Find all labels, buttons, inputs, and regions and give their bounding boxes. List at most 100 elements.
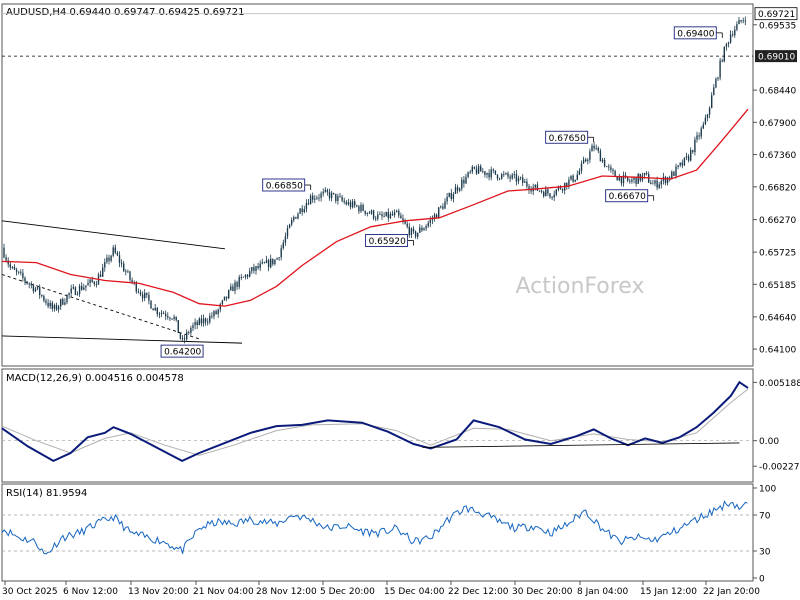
candle [49,300,51,309]
candle [580,160,583,174]
candle [452,191,455,203]
candle [43,294,45,303]
candle [129,270,131,283]
trendline [1,220,225,250]
price-annotation: 0.64200 [160,344,204,358]
candle [456,184,459,194]
candle [375,215,377,222]
candle [213,309,215,320]
rsi-tick-label: 100 [759,485,776,495]
candle [362,203,364,212]
macd-line [1,380,749,463]
candle [645,171,648,176]
candle [85,285,87,292]
candle [53,303,56,312]
candle [347,198,350,206]
candle [524,178,526,183]
price-tick-label: 0.64100 [759,346,796,356]
candle [612,168,614,175]
candle [467,171,469,179]
candle [629,178,631,184]
candle [24,276,26,285]
candle [396,209,398,213]
candle [280,244,282,261]
candle [169,316,171,322]
candle [158,311,161,319]
candle [93,280,95,287]
candle [656,176,658,191]
candle [515,169,518,186]
candle [744,16,746,26]
candle [263,261,266,264]
rsi-panel: RSI(14) 81.9594 100 70 30 0 [1,483,776,585]
current-price-label: 0.69721 [758,10,795,20]
price-annotation-label: 0.65920 [369,237,406,247]
candle [249,267,251,278]
candle [431,215,434,225]
candle [99,270,102,278]
price-annotations: 0.64200 0.66850 0.65920 0.67650 0.66670 0.694… [160,26,723,358]
candle [312,192,314,203]
candle [683,157,686,166]
candle [64,298,66,306]
candle [622,171,625,187]
candle [150,300,152,309]
candle [177,320,179,334]
candle [95,280,98,288]
candle [167,312,169,320]
candle [698,132,700,140]
candle [293,215,295,223]
candle [507,171,509,180]
candle [345,200,347,206]
candle [236,280,238,290]
candle [326,188,329,196]
candle [270,254,272,269]
candle [408,223,410,238]
candle [486,172,488,179]
candle [582,156,585,164]
candle [309,193,312,205]
price-tick-label: 0.68440 [759,87,796,97]
candle [335,193,337,204]
candle [711,92,713,109]
candle [330,190,333,202]
candle [601,157,604,164]
candle [267,258,270,272]
candle [28,282,30,289]
time-tick-label: 13 Nov 20:00 [128,587,189,597]
candle [299,207,301,214]
candle [435,213,438,218]
candle [421,225,423,233]
candle [190,325,192,336]
candle [202,314,205,327]
candle [631,177,633,184]
candle [576,170,578,181]
candle [39,284,41,299]
candle [519,176,522,181]
candle [593,141,595,152]
candle [259,260,261,272]
current-price-marker: 0.69721 [2,7,798,20]
candle [664,175,667,186]
candle [427,220,429,228]
candle [200,314,203,327]
candle [410,227,413,239]
candle [108,254,110,265]
candle [207,318,209,326]
time-tick-label: 8 Jan 04:00 [577,587,629,597]
price-tick-label: 0.66820 [759,183,796,193]
time-tick-label: 15 Dec 04:00 [384,587,445,597]
candle [175,316,177,322]
candle [171,318,173,321]
candle [589,148,591,164]
candle [572,174,574,183]
candle [440,205,442,209]
candle [41,294,43,298]
candle [360,202,362,214]
candle [652,179,654,185]
time-tick-label: 22 Dec 12:00 [448,587,509,597]
candle [3,243,5,259]
candle [160,310,163,318]
candle [198,317,200,326]
